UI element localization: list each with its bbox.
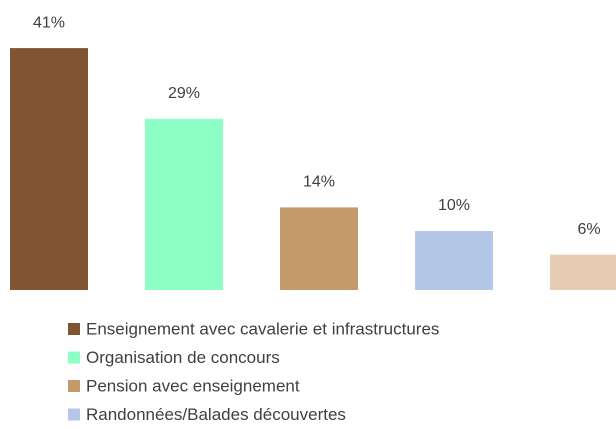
bar [550, 254, 616, 290]
value-label: 41% [33, 14, 65, 31]
legend-label: Organisation de concours [86, 348, 280, 367]
bar [10, 48, 88, 290]
value-label: 14% [303, 174, 335, 191]
legend-swatch [68, 351, 80, 364]
legend-label: Enseignement avec cavalerie et infrastru… [86, 319, 439, 338]
value-label: 10% [438, 197, 470, 214]
bar [280, 207, 358, 290]
legend-label: Pension avec enseignement [86, 376, 300, 395]
bar [145, 118, 223, 291]
legend-swatch [68, 323, 80, 335]
value-label: 6% [577, 221, 600, 238]
legend-swatch [68, 408, 80, 421]
legend-label: Randonnées/Balades découvertes [86, 405, 346, 424]
legend-swatch [68, 380, 80, 392]
bar [415, 231, 493, 290]
value-label: 29% [168, 85, 200, 102]
